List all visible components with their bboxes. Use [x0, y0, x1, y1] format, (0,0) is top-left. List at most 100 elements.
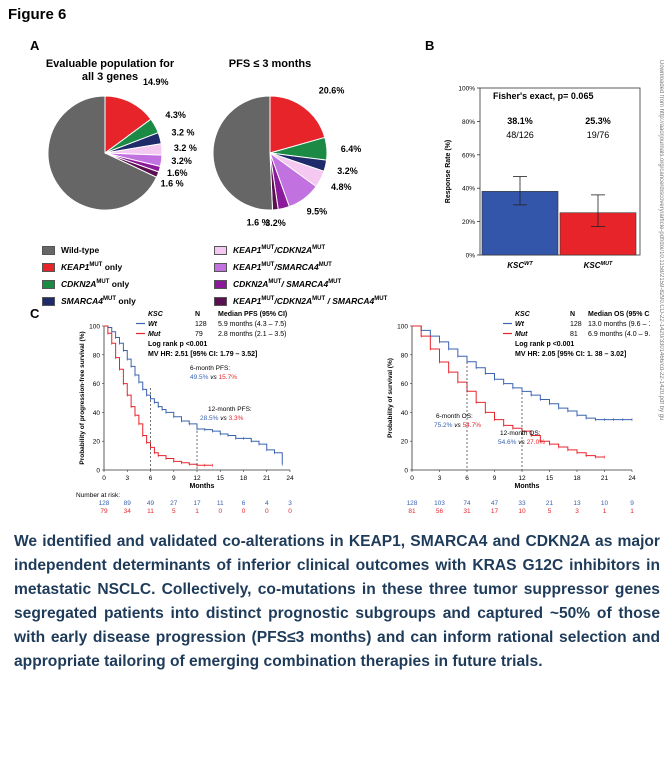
- legend-swatch: [214, 296, 227, 306]
- km-risk-mut: 10: [518, 508, 526, 515]
- pie2-slice-0: [269, 95, 326, 154]
- km-xtick-label: 15: [546, 475, 554, 482]
- km-risk-mut: 3: [575, 508, 579, 515]
- legend-label: CDKN2AMUT only: [61, 279, 130, 289]
- pie2-label-3: 4.8%: [331, 182, 352, 192]
- pie1-label-5: 1.6%: [167, 168, 188, 178]
- km-risk-mut: 0: [242, 508, 246, 515]
- legend-item-0: Wild-type: [42, 245, 99, 255]
- km-hr: MV HR: 2.51 [95% CI: 1.79 – 3.52]: [148, 351, 257, 358]
- km-risk-wt: 27: [170, 500, 178, 507]
- legend-item-7: KEAP1MUT/CDKN2AMUT / SMARCA4MUT: [214, 296, 387, 306]
- bar-category-0: KSCWT: [507, 261, 533, 270]
- panel-c-letter: C: [30, 306, 40, 321]
- legend-swatch: [214, 279, 227, 289]
- bar-count-label-0: 48/126: [506, 130, 534, 140]
- pie2-label-5: 3.2%: [265, 218, 286, 228]
- legend-label: KEAP1MUT only: [61, 262, 123, 272]
- km-xtick-label: 15: [217, 475, 225, 482]
- km-risk-wt: 128: [99, 500, 110, 507]
- km-header-1: N: [570, 311, 575, 318]
- bar-ytick-label: 40%: [462, 186, 475, 193]
- pie2-slice-7: [212, 95, 274, 211]
- km-risk-wt: 9: [630, 500, 634, 507]
- pie2-label-2: 3.2%: [337, 166, 358, 176]
- km-header-1: N: [195, 311, 200, 318]
- pie2-title: PFS ≤ 3 months: [228, 58, 312, 70]
- panel-a-letter: A: [30, 38, 40, 53]
- km-risk-wt: 21: [546, 500, 554, 507]
- pie1-label-4: 3.2%: [171, 156, 192, 166]
- km-risk-mut: 56: [436, 508, 444, 515]
- km-row-median: 2.8 months (2.1 – 3.5): [218, 331, 286, 338]
- km-logrank: Log rank p <0.001: [148, 341, 207, 348]
- km-annotation-title-0: 6-month PFS:: [190, 365, 230, 372]
- km-xtick-label: 18: [240, 475, 248, 482]
- legend-item-6: CDKN2AMUT/ SMARCA4MUT: [214, 279, 341, 289]
- km-row-n: 128: [195, 321, 207, 328]
- pie1: 14.9% 4.3% 3.2 % 3.2 % 3.2% 1.6%1.6 %: [47, 77, 197, 211]
- km-row-name: Wt: [515, 321, 525, 328]
- km-xlabel: Months: [515, 483, 540, 490]
- pie1-slice-0: [104, 95, 152, 154]
- km-risk-mut: 17: [491, 508, 499, 515]
- km-ytick-label: 0: [404, 468, 408, 475]
- download-note: Downloaded from http://aacrjournals.org/…: [658, 60, 664, 420]
- km-annotation-title-1: 12-month OS:: [500, 430, 541, 437]
- km-ytick-label: 40: [401, 410, 409, 417]
- km-risk-wt: 49: [147, 500, 155, 507]
- legend-item-4: KEAP1MUT/CDKN2AMUT: [214, 245, 325, 255]
- km-risk-wt: 74: [463, 500, 471, 507]
- km-risk-mut: 79: [100, 508, 108, 515]
- km-xtick-label: 24: [628, 475, 636, 482]
- km-risk-mut: 5: [172, 508, 176, 515]
- km-row-median: 13.0 months (9.6 – 16.3): [588, 321, 650, 328]
- km-risk-wt: 17: [193, 500, 201, 507]
- legend-item-1: KEAP1MUT only: [42, 262, 122, 272]
- pie2-label-6: 1.6 %: [247, 218, 270, 228]
- km-risk-wt: 103: [434, 500, 445, 507]
- km-risk-mut: 81: [408, 508, 416, 515]
- km-annotation-values-1: 54.6% vs 27.0%: [498, 439, 545, 446]
- km-risk-mut: 1: [630, 508, 634, 515]
- pie1-label-0: 14.9%: [143, 77, 169, 87]
- pie1-label-1: 4.3%: [165, 110, 186, 120]
- km-header-2: Median OS (95% CI): [588, 311, 650, 318]
- km-row-median: 6.9 months (4.0 – 9.8): [588, 331, 650, 338]
- km-ytick-label: 0: [96, 468, 100, 475]
- km-xtick-label: 0: [102, 475, 106, 482]
- km-row-name: Wt: [148, 321, 158, 328]
- km-xtick-label: 9: [493, 475, 497, 482]
- km-xtick-label: 12: [518, 475, 526, 482]
- km-risk-wt: 13: [573, 500, 581, 507]
- km-risk-mut: 31: [463, 508, 471, 515]
- pie-charts: 14.9%4.3%3.2 %3.2 %3.2%1.6%1.6 % 20.6%6.…: [47, 77, 361, 228]
- km-annotation-values-1: 28.5% vs 3.3%: [200, 415, 244, 422]
- km-risk-mut: 11: [147, 508, 154, 515]
- km-row-n: 128: [570, 321, 582, 328]
- bar-value-label-1: 25.3%: [585, 116, 611, 126]
- km-risk-mut: 5: [548, 508, 552, 515]
- km-ytick-label: 40: [93, 410, 101, 417]
- legend-item-5: KEAP1MUT/SMARCA4MUT: [214, 262, 332, 272]
- fisher-text: Fisher's exact, p= 0.065: [493, 91, 594, 101]
- km-risk-mut: 34: [124, 508, 132, 515]
- bar-ytick-label: 60%: [462, 152, 475, 159]
- km-row-n: 81: [570, 331, 578, 338]
- km-risk-mut: 0: [288, 508, 292, 515]
- km-ytick-label: 100: [397, 324, 408, 331]
- km-risk-wt: 89: [124, 500, 132, 507]
- km-curve-wt: [104, 325, 283, 465]
- km-xtick-label: 12: [193, 475, 201, 482]
- legend-swatch: [214, 262, 227, 272]
- km-xtick-label: 24: [286, 475, 294, 482]
- km-logrank: Log rank p <0.001: [515, 341, 574, 348]
- km-risk-wt: 4: [265, 500, 269, 507]
- panel-b-letter: B: [425, 38, 435, 53]
- km-xtick-label: 18: [573, 475, 581, 482]
- bar-category-1: KSCMUT: [584, 261, 613, 270]
- km-xtick-label: 6: [149, 475, 153, 482]
- pie2-label-4: 9.5%: [307, 207, 328, 217]
